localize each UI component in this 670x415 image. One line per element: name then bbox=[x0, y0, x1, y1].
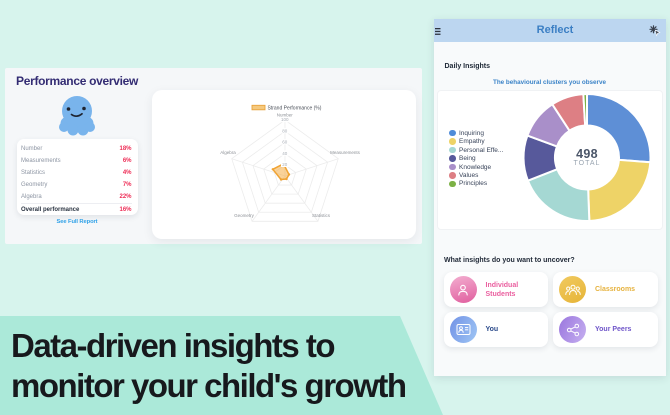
svg-text:Geometry: Geometry bbox=[234, 213, 255, 218]
svg-text:40: 40 bbox=[282, 151, 288, 156]
svg-text:Statistics: Statistics bbox=[312, 213, 331, 218]
svg-text:100: 100 bbox=[281, 117, 289, 122]
svg-text:20: 20 bbox=[282, 162, 288, 167]
svg-text:Strand Performance (%): Strand Performance (%) bbox=[268, 106, 322, 112]
svg-text:Number: Number bbox=[277, 112, 294, 117]
svg-text:Algebra: Algebra bbox=[220, 150, 236, 155]
svg-text:80: 80 bbox=[282, 128, 288, 133]
svg-text:Measurements: Measurements bbox=[330, 150, 361, 155]
svg-text:60: 60 bbox=[282, 140, 288, 145]
